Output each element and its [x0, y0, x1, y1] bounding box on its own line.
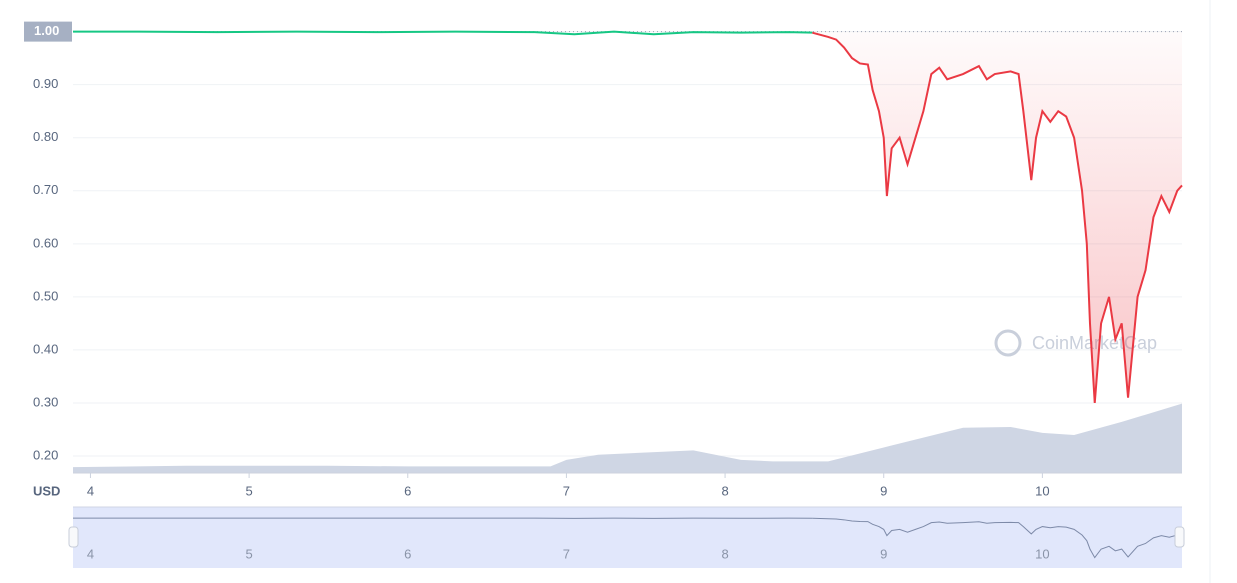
y-tick-label: 1.00 [34, 23, 59, 38]
x-tick-label: 7 [563, 483, 570, 498]
y-tick-label: 0.80 [33, 129, 58, 144]
navigator-tick-label: 5 [245, 546, 252, 561]
y-tick-label: 0.40 [33, 341, 58, 356]
current-price-box [24, 21, 72, 42]
x-tick-label: 9 [880, 483, 887, 498]
navigator-tick-label: 7 [563, 546, 570, 561]
navigator-tick-label: 10 [1035, 546, 1049, 561]
price-line [812, 31, 1183, 404]
navigator [73, 507, 1182, 568]
y-tick-label: 0.90 [33, 76, 58, 91]
y-tick-label: 0.50 [33, 288, 58, 303]
navigator-tick-label: 4 [87, 546, 94, 561]
x-tick-label: 6 [404, 483, 411, 498]
x-tick-label: 5 [245, 483, 252, 498]
navigator-line [812, 517, 1183, 559]
y-tick-label: 0.60 [33, 235, 58, 250]
navigator-tick-label: 8 [721, 546, 728, 561]
y-unit: USD [33, 483, 60, 498]
x-tick-label: 8 [721, 483, 728, 498]
y-tick-label: 0.70 [33, 182, 58, 197]
x-tick-label: 10 [1035, 483, 1049, 498]
navigator-handle [1174, 526, 1185, 548]
navigator-tick-label: 6 [404, 546, 411, 561]
navigator-handle [68, 526, 79, 548]
x-tick-label: 4 [87, 483, 94, 498]
y-tick-label: 0.30 [33, 394, 58, 409]
volume-area [73, 403, 1182, 473]
y-tick-label: 0.20 [33, 447, 58, 462]
watermark-logo [994, 329, 1022, 357]
price-line [73, 30, 813, 36]
navigator-tick-label: 9 [880, 546, 887, 561]
